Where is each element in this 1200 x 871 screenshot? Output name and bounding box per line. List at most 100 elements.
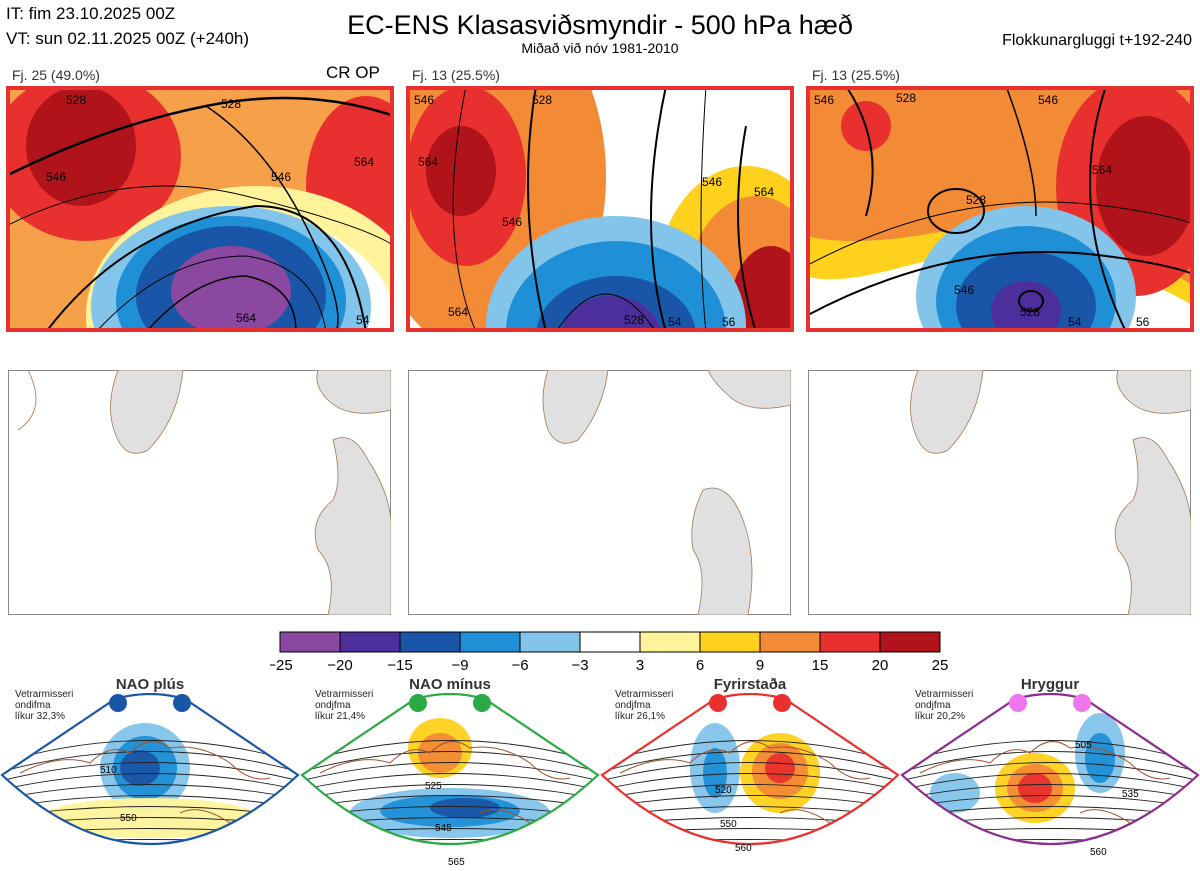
- page-title: EC-ENS Klasasviðsmyndir - 500 hPa hæð: [347, 10, 853, 40]
- contour-label: 564: [448, 305, 468, 319]
- cluster-op-tag: CR OP: [326, 63, 380, 82]
- colorbar-tick: −25: [270, 657, 293, 674]
- colorbar-tick: −6: [511, 657, 528, 674]
- window-label: Flokkunargluggi t+192-240: [1002, 32, 1192, 49]
- colorbar-swatch: [759, 631, 821, 653]
- cluster-map-1: 528 546 564 546 528 564 54: [6, 86, 394, 332]
- colorbar-swatch: [579, 631, 641, 653]
- colorbar-tick: −3: [571, 657, 588, 674]
- colorbar-tick: 20: [872, 657, 889, 674]
- regime-contour-label: 505: [1075, 740, 1092, 751]
- regime-dot: [409, 694, 427, 712]
- contour-label: 54: [668, 315, 682, 329]
- regime-meta: ondifma: [15, 700, 51, 711]
- contour-label: 546: [414, 93, 434, 107]
- colorbar-swatch: [639, 631, 701, 653]
- regime-dot: [1009, 694, 1027, 712]
- regime-meta: líkur 21,4%: [315, 711, 366, 722]
- colorbar-tick: −20: [327, 657, 352, 674]
- regime-meta: líkur 26,1%: [615, 711, 666, 722]
- issue-time: IT: fim 23.10.2025 00Z: [6, 4, 176, 23]
- contour-label: 528: [532, 93, 552, 107]
- contour-label: 56: [1136, 315, 1150, 329]
- regime-meta: líkur 32,3%: [15, 711, 66, 722]
- colorbar-tick: −9: [451, 657, 468, 674]
- base-map-2: [408, 370, 791, 615]
- regime-meta: ondjfma: [615, 700, 651, 711]
- cluster-label-2: Fj. 13 (25.5%): [412, 67, 500, 83]
- contour-label: 564: [418, 155, 438, 169]
- regime-contour-label: 560: [735, 843, 752, 854]
- contour-label: 546: [502, 215, 522, 229]
- colorbar-swatch: [279, 631, 341, 653]
- regime-meta: ondjfma: [915, 700, 951, 711]
- colorbar-swatch: [519, 631, 581, 653]
- contour-label: 546: [954, 283, 974, 297]
- regime-dot: [773, 694, 791, 712]
- colorbar-tick: 6: [696, 657, 704, 674]
- contour-label: 564: [754, 185, 774, 199]
- base-map-1: [8, 370, 391, 615]
- regime-contour-label: 560: [1090, 847, 1107, 858]
- page-subtitle: Miðað við nóv 1981-2010: [521, 40, 679, 56]
- colorbar-tick: −15: [387, 657, 412, 674]
- regime-dot: [709, 694, 727, 712]
- regime-title: NAO mínus: [409, 676, 491, 693]
- regime-meta: ondjfma: [315, 700, 351, 711]
- regime-contour-label: 550: [120, 813, 137, 824]
- base-map-3: [808, 370, 1191, 615]
- regime-contour-label: 520: [715, 785, 732, 796]
- regime-dot: [173, 694, 191, 712]
- regime-meta: Vetrarmisseri: [315, 689, 374, 700]
- contour-label: 54: [356, 313, 370, 327]
- contour-label: 528: [966, 193, 986, 207]
- regime-contour-label: 525: [425, 781, 442, 792]
- colorbar-swatch: [879, 631, 941, 653]
- contour-label: 564: [1092, 163, 1112, 177]
- contour-label: 546: [271, 170, 291, 184]
- cluster-map-3: 546 528 546 564 528 546 528 54 56: [806, 86, 1194, 332]
- regime-contour-label: 535: [1122, 789, 1139, 800]
- regime-meta: Vetrarmisseri: [915, 689, 974, 700]
- regime-contour-label: 545: [435, 823, 452, 834]
- regime-dot: [473, 694, 491, 712]
- contour-label: 564: [236, 311, 256, 325]
- regime-meta: líkur 20,2%: [915, 711, 966, 722]
- valid-time: VT: sun 02.11.2025 00Z (+240h): [6, 29, 250, 48]
- contour-label: 546: [702, 175, 722, 189]
- regime-map: 525 545 565: [300, 693, 600, 868]
- regime-map: 520 550 560: [600, 693, 900, 854]
- cluster-label-1: Fj. 25 (49.0%): [12, 67, 100, 83]
- colorbar-swatch: [399, 631, 461, 653]
- regime-map: 510 550: [0, 693, 300, 846]
- contour-label: 528: [221, 97, 241, 111]
- colorbar-swatch: [459, 631, 521, 653]
- contour-label: 546: [814, 93, 834, 107]
- contour-label: 546: [1038, 93, 1058, 107]
- contour-label: 54: [1068, 315, 1082, 329]
- contour-label: 528: [624, 313, 644, 327]
- regime-dot: [1073, 694, 1091, 712]
- regime-meta: Vetrarmisseri: [615, 689, 674, 700]
- regime-contour-label: 510: [100, 765, 117, 776]
- regime-title: NAO plús: [115, 676, 185, 693]
- regime-contour-label: 550: [720, 819, 737, 830]
- contour-label: 528: [896, 91, 916, 105]
- contour-label: 564: [354, 155, 374, 169]
- contour-label: 546: [46, 170, 66, 184]
- regime-dot: [109, 694, 127, 712]
- regime-title: Fyrirstaða: [713, 676, 787, 693]
- cluster-label-3: Fj. 13 (25.5%): [812, 67, 900, 83]
- contour-label: 56: [722, 315, 736, 329]
- colorbar-tick: 25: [932, 657, 949, 674]
- contour-label: 528: [1020, 305, 1040, 319]
- colorbar-swatch: [339, 631, 401, 653]
- regime-map: 505 535 560: [900, 693, 1200, 858]
- contour-label: 528: [66, 93, 86, 107]
- colorbar-tick: 3: [636, 657, 644, 674]
- cluster-map-2: 546 528 564 546 564 546 564 528 54 56: [406, 86, 794, 332]
- colorbar: −25 −20 −15 −9 −6 −3 3 6 9 15 20 25: [270, 631, 949, 674]
- colorbar-tick: 15: [812, 657, 829, 674]
- regime-contour-label: 565: [448, 857, 465, 868]
- colorbar-swatch: [699, 631, 761, 653]
